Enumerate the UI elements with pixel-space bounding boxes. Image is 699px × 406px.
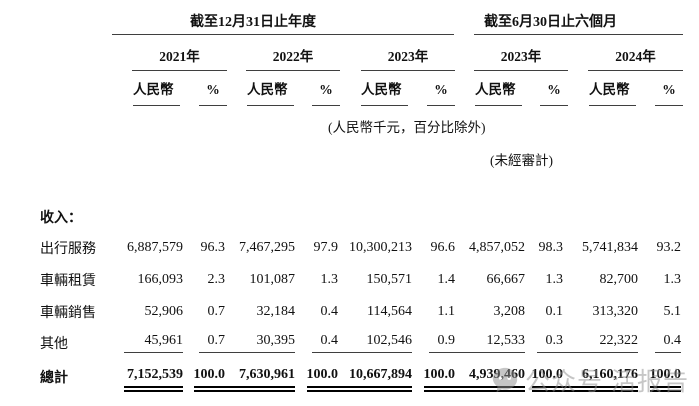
value-cell: 1.3 <box>320 272 339 287</box>
value-cell: 166,093 <box>137 272 184 287</box>
total-value-cell: 100.0 <box>295 367 338 392</box>
value-cell: 30,395 <box>225 333 295 353</box>
annual-period-header: 截至12月31日止年度 <box>112 13 454 35</box>
currency-column-header: 人民幣 <box>361 81 408 106</box>
value-cell: 102,546 <box>338 333 412 353</box>
year-header-2022: 2022年 <box>246 47 340 71</box>
interim-period-label: 截至6月30日止六個月 <box>484 15 617 30</box>
value-cell: 1.4 <box>437 272 456 287</box>
percent-column-header: % <box>312 81 340 106</box>
row-label-vehicle-leasing: 車輛租賃 <box>40 274 96 289</box>
total-value-cell: 7,152,539 <box>124 367 183 392</box>
value-cell: 114,564 <box>367 304 412 319</box>
value-cell: 5,741,834 <box>582 240 638 255</box>
currency-column-header: 人民幣 <box>133 81 180 106</box>
value-cell: 98.3 <box>538 240 564 255</box>
value-cell: 96.6 <box>430 240 456 255</box>
value-cell: 0.7 <box>207 304 226 319</box>
total-value-cell: 100.0 <box>412 367 455 392</box>
total-value-cell: 7,630,961 <box>225 367 295 392</box>
value-cell: 0.4 <box>638 333 681 353</box>
value-cell: 2.3 <box>207 272 226 287</box>
value-cell: 0.1 <box>545 304 564 319</box>
value-cell: 5.1 <box>663 304 682 319</box>
value-cell: 0.4 <box>295 333 338 353</box>
year-header-2024: 2024年 <box>588 47 683 71</box>
value-cell: 313,320 <box>592 304 639 319</box>
year-header-2021: 2021年 <box>132 47 227 71</box>
value-cell: 0.9 <box>412 333 455 353</box>
value-cell: 1.1 <box>437 304 456 319</box>
value-cell: 97.9 <box>313 240 339 255</box>
percent-column-header: % <box>540 81 568 106</box>
value-cell: 0.3 <box>525 333 563 353</box>
total-value-cell: 100.0 <box>183 367 225 392</box>
value-cell: 32,184 <box>256 304 296 319</box>
units-note: (人民幣千元，百分比除外) <box>328 120 486 135</box>
value-cell: 1.3 <box>663 272 682 287</box>
value-cell: 3,208 <box>493 304 526 319</box>
currency-column-header: 人民幣 <box>475 81 522 106</box>
row-label-others: 其他 <box>40 337 68 352</box>
currency-column-header: 人民幣 <box>589 81 636 106</box>
value-cell: 101,087 <box>249 272 296 287</box>
total-value-cell: 6,160,176 <box>563 367 638 392</box>
annual-period-label: 截至12月31日止年度 <box>190 15 316 30</box>
revenue-table-body: 收入： 出行服務 6,887,579 96.3 7,467,295 97.9 1… <box>40 202 681 396</box>
value-cell: 1.3 <box>545 272 564 287</box>
total-value-cell: 10,667,894 <box>338 367 412 392</box>
total-value-cell: 4,939,460 <box>455 367 525 392</box>
row-label-travel-services: 出行服務 <box>40 242 96 257</box>
value-cell: 66,667 <box>486 272 526 287</box>
value-cell: 7,467,295 <box>239 240 295 255</box>
value-cell: 93.2 <box>656 240 682 255</box>
unaudited-note: (未經審計) <box>490 153 553 168</box>
year-header-2023-annual: 2023年 <box>361 47 455 71</box>
currency-column-header: 人民幣 <box>247 81 294 106</box>
value-cell: 0.7 <box>183 333 225 353</box>
percent-column-header: % <box>655 81 683 106</box>
value-cell: 4,857,052 <box>469 240 525 255</box>
row-label-vehicle-sales: 車輛銷售 <box>40 306 96 321</box>
interim-period-header: 截至6月30日止六個月 <box>474 13 683 35</box>
value-cell: 22,322 <box>563 333 638 353</box>
total-row-label: 總計 <box>40 371 68 386</box>
value-cell: 12,533 <box>455 333 525 353</box>
value-cell: 82,700 <box>599 272 639 287</box>
year-header-2023-interim: 2023年 <box>474 47 568 71</box>
value-cell: 45,961 <box>124 333 183 353</box>
total-value-cell: 100.0 <box>638 367 681 392</box>
value-cell: 150,571 <box>366 272 413 287</box>
value-cell: 6,887,579 <box>127 240 183 255</box>
value-cell: 0.4 <box>320 304 339 319</box>
revenue-section-label: 收入： <box>40 211 82 226</box>
percent-column-header: % <box>199 81 227 106</box>
percent-column-header: % <box>427 81 455 106</box>
value-cell: 52,906 <box>144 304 184 319</box>
value-cell: 96.3 <box>200 240 226 255</box>
value-cell: 10,300,213 <box>349 240 412 255</box>
total-value-cell: 100.0 <box>525 367 563 392</box>
